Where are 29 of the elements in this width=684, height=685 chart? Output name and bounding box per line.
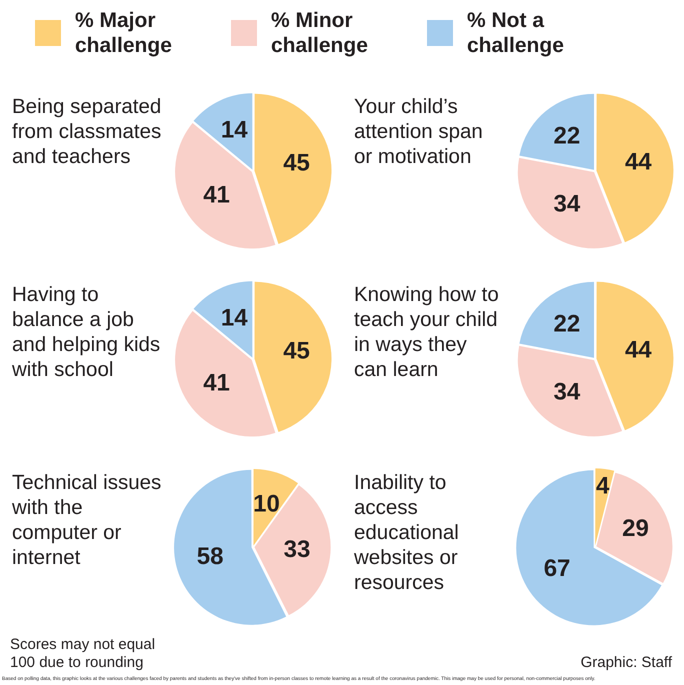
legend-label: % Major challenge	[75, 8, 173, 58]
legend-label: % Not a challenge	[467, 8, 565, 58]
data-label: 45	[283, 150, 310, 177]
data-label: 41	[203, 181, 230, 208]
data-label: 22	[554, 310, 580, 338]
data-label: 33	[284, 536, 310, 564]
data-label: 14	[220, 116, 248, 144]
data-label: 44	[624, 336, 652, 364]
data-label: 34	[554, 190, 581, 218]
data-label: 41	[203, 369, 230, 396]
data-label: 29	[622, 515, 649, 542]
text: Inability to access educational websites or resources	[354, 470, 460, 595]
text: Technical issues with the computer or internet	[12, 470, 162, 570]
text: Being separated from classmates and teachers	[12, 94, 162, 169]
text: Having to balance a job and helping kids with school	[12, 282, 162, 382]
data-label: 67	[544, 555, 570, 582]
text: Knowing how to teach your child in ways they can learn	[354, 282, 500, 382]
text: Scores may not equal 100 due to rounding	[10, 636, 156, 672]
data-label: 58	[196, 542, 224, 570]
text: Your child’s attention span or motivation	[354, 94, 484, 169]
data-label: 4	[596, 472, 610, 500]
data-label: 22	[554, 122, 580, 150]
data-label: 14	[220, 304, 248, 332]
data-label: 44	[624, 148, 652, 176]
text: Graphic: Staff	[580, 654, 672, 672]
data-label: 10	[253, 490, 280, 518]
data-label: 34	[554, 378, 581, 406]
data-label: 45	[283, 338, 310, 365]
legend-label: % Minor challenge	[271, 8, 369, 58]
